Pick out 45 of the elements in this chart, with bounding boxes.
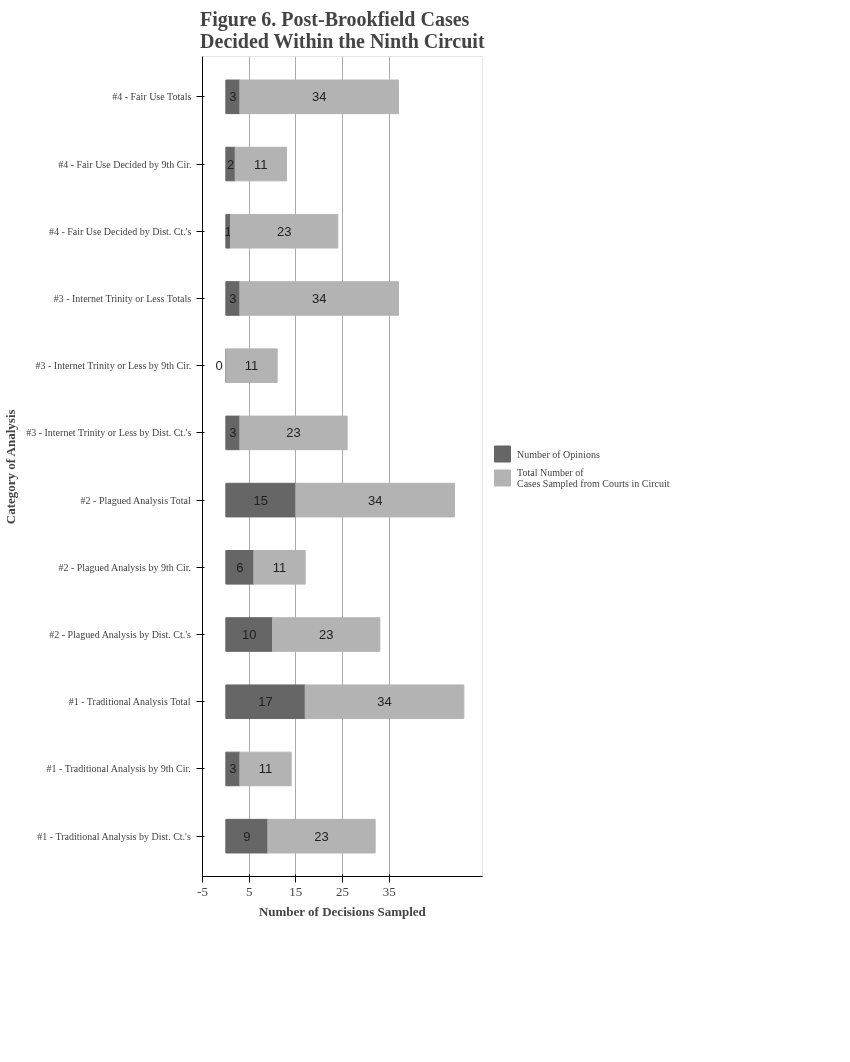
data-label: 34 <box>367 492 383 508</box>
data-label: 15 <box>253 492 269 508</box>
y-tick-label: #4 - Fair Use Decided by 9th Cir. <box>58 158 192 170</box>
data-label: 6 <box>236 559 244 575</box>
data-label: 23 <box>276 223 292 239</box>
data-label: 23 <box>286 425 301 441</box>
data-label: 34 <box>311 89 327 105</box>
data-label: 3 <box>229 761 237 777</box>
x-tick-label: 35 <box>382 883 396 899</box>
y-tick-label: #1 - Traditional Analysis by Dist. Ct.'s <box>37 830 191 842</box>
y-tick-label: #2 - Plagued Analysis Total <box>80 494 191 506</box>
data-label: 11 <box>272 559 287 575</box>
x-tick-label: 25 <box>336 883 349 899</box>
data-label: 3 <box>229 290 237 306</box>
data-label: 23 <box>318 627 334 643</box>
data-label: 34 <box>377 694 392 710</box>
y-tick-label: #4 - Fair Use Decided by Dist. Ct.'s <box>48 225 192 237</box>
x-tick-label: 5 <box>245 883 253 899</box>
legend-label: Total Number of Cases Sampled from Courts in Circuit <box>517 466 670 489</box>
data-label: 2 <box>226 156 235 172</box>
y-tick-label: #1 - Traditional Analysis by 9th Cir. <box>46 763 191 775</box>
data-label: 11 <box>244 358 259 374</box>
data-label: 11 <box>254 156 268 172</box>
y-axis-title: Category of Analysis <box>3 409 19 525</box>
y-tick-label: #1 - Traditional Analysis Total <box>68 696 191 708</box>
y-tick-label: #3 - Internet Trinity or Less by Dist. Ct.'s <box>26 427 192 439</box>
data-label: 34 <box>311 290 327 306</box>
data-label: 3 <box>229 425 237 441</box>
y-tick-label: #3 - Internet Trinity or Less Totals <box>53 292 192 304</box>
legend-label: Number of Opinions <box>517 448 600 459</box>
chart-title: Figure 6. Post-Brookfield Cases Decided Within the Ninth Circuit <box>200 7 485 52</box>
x-axis-title: Number of Decisions Sampled <box>258 903 427 919</box>
data-label: 23 <box>314 828 329 844</box>
y-tick-label: #2 - Plagued Analysis by Dist. Ct.'s <box>49 629 192 641</box>
x-tick-label: 15 <box>289 883 303 899</box>
data-label: 11 <box>258 761 273 777</box>
data-label: 10 <box>241 627 257 643</box>
data-label: 17 <box>258 694 273 710</box>
y-tick-label: #4 - Fair Use Totals <box>112 91 192 103</box>
data-label: 0 <box>215 358 223 374</box>
data-label: 3 <box>229 89 237 105</box>
x-tick-label: -5 <box>197 883 208 899</box>
y-tick-label: #2 - Plagued Analysis by 9th Cir. <box>58 561 191 573</box>
y-tick-label: #3 - Internet Trinity or Less by 9th Cir. <box>35 360 192 372</box>
data-label: 9 <box>243 828 251 844</box>
